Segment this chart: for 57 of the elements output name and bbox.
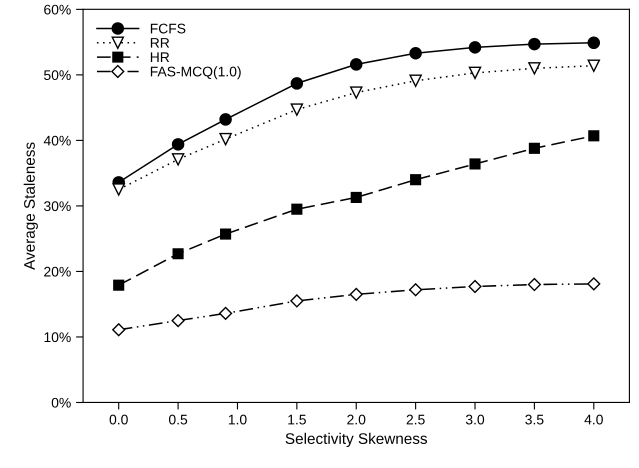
point	[468, 41, 482, 54]
legend-label: FAS-MCQ(1.0)	[150, 66, 241, 80]
y-tick-label: 60%	[44, 4, 71, 15]
point	[409, 47, 422, 60]
point	[290, 294, 304, 308]
point	[528, 38, 541, 50]
point	[588, 59, 600, 72]
y-tick-label: 50%	[44, 70, 71, 80]
point	[219, 132, 232, 146]
point	[350, 86, 362, 99]
x-tick-label: 4.0	[584, 414, 603, 424]
point	[468, 280, 482, 294]
point	[112, 183, 125, 196]
point	[409, 283, 422, 296]
y-tick-label: 10%	[44, 332, 71, 342]
y-tick-label: 0%	[52, 398, 71, 408]
point	[291, 204, 302, 215]
x-tick-label: 0.0	[110, 414, 128, 424]
point	[219, 113, 232, 126]
point	[468, 66, 482, 80]
point	[172, 314, 185, 328]
point	[410, 174, 422, 186]
point	[528, 62, 541, 75]
x-axis-title: Selectivity Skewness	[286, 432, 428, 448]
point	[588, 130, 600, 142]
y-axis-title: Average Staleness	[24, 142, 38, 270]
point	[219, 306, 232, 320]
point	[220, 228, 232, 240]
y-tick-label: 20%	[44, 266, 71, 277]
point	[469, 158, 481, 170]
point	[528, 142, 540, 154]
legend-label: FCFS	[150, 24, 186, 34]
x-tick-label: 2.5	[406, 414, 425, 424]
x-tick-label: 0.5	[168, 414, 188, 424]
point	[587, 277, 600, 290]
legend-label: RR	[150, 38, 170, 48]
y-tick-label: 30%	[44, 201, 71, 212]
point	[350, 58, 362, 71]
x-tick-label: 1.5	[288, 414, 306, 424]
point	[172, 153, 184, 166]
y-tick-label: 40%	[44, 136, 71, 146]
point	[350, 192, 362, 203]
point	[113, 280, 124, 291]
point	[112, 323, 126, 336]
point	[350, 288, 363, 301]
legend-label: HR	[150, 52, 170, 62]
point	[290, 103, 304, 116]
x-tick-label: 3.0	[466, 414, 484, 424]
x-tick-label: 2.0	[347, 414, 366, 424]
point	[528, 278, 541, 292]
x-tick-label: 1.0	[228, 414, 247, 424]
x-tick-label: 3.5	[525, 414, 544, 424]
point	[588, 36, 600, 50]
point	[409, 74, 422, 88]
point	[172, 138, 184, 151]
point	[172, 248, 184, 260]
point	[290, 77, 304, 90]
